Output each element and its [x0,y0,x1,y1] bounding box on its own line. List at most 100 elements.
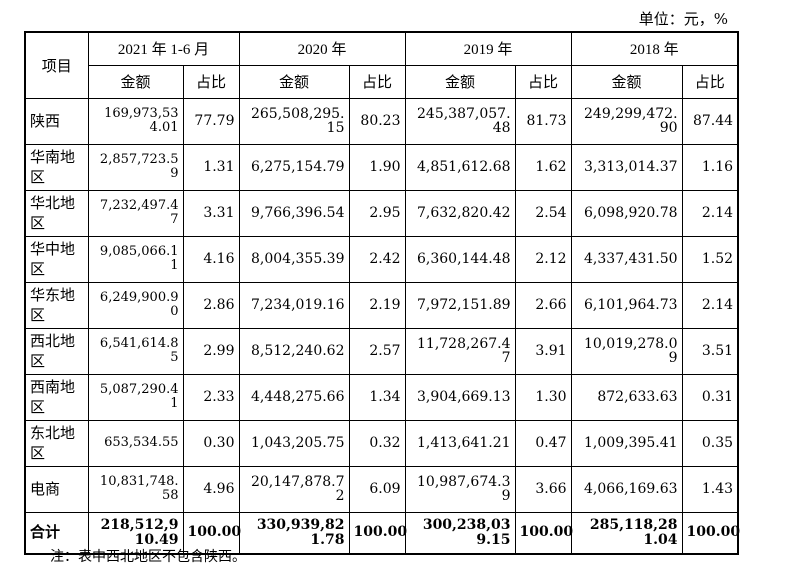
amount-cell: 169,973,534.01 [87,97,184,145]
ratio-cell: 87.44 [681,97,739,145]
ratio-cell: 3.31 [182,189,240,237]
ratio-cell: 81.73 [514,97,572,145]
table-row: 西北地区 6,541,614.85 2.99 8,512,240.62 2.57 11,7… [24,327,739,375]
ratio-cell: 3.51 [681,327,739,375]
amount-cell: 4,448,275.66 [238,373,350,421]
amount-cell: 1,043,205.75 [238,419,350,467]
ratio-cell: 2.42 [348,235,406,283]
amount-cell: 6,101,964.73 [570,281,683,329]
ratio-cell: 77.79 [182,97,240,145]
table-row: 电商 10,831,748.58 4.96 20,147,878.72 6.09 10,9… [24,465,739,513]
amount-cell: 6,360,144.48 [404,235,516,283]
ratio-cell: 2.99 [182,327,240,375]
amount-cell: 4,337,431.50 [570,235,683,283]
amount-cell: 9,085,066.11 [87,235,184,283]
total-ratio-cell: 100.00 [182,511,241,555]
total-label: 合计 [24,511,89,555]
total-amount-cell: 300,238,039.15 [404,511,516,555]
table-note: 注：表中西北地区不包含陕西。 [50,549,246,565]
region-cell: 西南地区 [24,373,89,421]
unit-label: 单位：元，% [638,10,728,28]
region-cell: 华北地区 [24,189,89,237]
ratio-cell: 6.09 [348,465,406,513]
amount-cell: 872,633.63 [570,373,683,421]
total-amount-cell: 218,512,910.49 [87,511,184,555]
header-amount: 金额 [87,64,184,99]
ratio-cell: 2.12 [514,235,572,283]
amount-cell: 245,387,057.48 [404,97,516,145]
amount-cell: 653,534.55 [87,419,184,467]
amount-cell: 5,087,290.41 [87,373,184,421]
header-amount: 金额 [404,64,516,99]
ratio-cell: 1.90 [348,143,406,191]
ratio-cell: 2.14 [681,281,739,329]
ratio-cell: 0.35 [681,419,739,467]
ratio-cell: 4.96 [182,465,240,513]
amount-cell: 7,632,820.42 [404,189,516,237]
table-row: 华北地区 7,232,497.47 3.31 9,766,396.54 2.95 7,63… [24,189,739,237]
header-amount: 金额 [238,64,350,99]
header-ratio: 占比 [348,64,406,99]
ratio-cell: 1.16 [681,143,739,191]
region-cell: 华南地区 [24,143,89,191]
amount-cell: 6,275,154.79 [238,143,350,191]
region-cell: 华东地区 [24,281,89,329]
header-ratio: 占比 [514,64,572,99]
amount-cell: 3,904,669.13 [404,373,516,421]
amount-cell: 10,987,674.39 [404,465,516,513]
ratio-cell: 2.95 [348,189,406,237]
header-period-2018: 2018 年 [570,31,739,66]
ratio-cell: 1.62 [514,143,572,191]
amount-cell: 7,972,151.89 [404,281,516,329]
amount-cell: 265,508,295.15 [238,97,350,145]
header-amount: 金额 [570,64,683,99]
ratio-cell: 1.43 [681,465,739,513]
amount-cell: 8,512,240.62 [238,327,350,375]
ratio-cell: 1.34 [348,373,406,421]
ratio-cell: 2.54 [514,189,572,237]
amount-cell: 10,019,278.09 [570,327,683,375]
table-row: 东北地区 653,534.55 0.30 1,043,205.75 0.32 1,413,… [24,419,739,467]
ratio-cell: 2.19 [348,281,406,329]
region-cell: 华中地区 [24,235,89,283]
amount-cell: 20,147,878.72 [238,465,350,513]
amount-cell: 2,857,723.59 [87,143,184,191]
table-row: 华东地区 6,249,900.90 2.86 7,234,019.16 2.19 7,97… [24,281,739,329]
amount-cell: 249,299,472.90 [570,97,683,145]
ratio-cell: 0.32 [348,419,406,467]
amount-cell: 10,831,748.58 [87,465,184,513]
ratio-cell: 4.16 [182,235,240,283]
ratio-cell: 80.23 [348,97,406,145]
ratio-cell: 0.30 [182,419,240,467]
region-cell: 东北地区 [24,419,89,467]
amount-cell: 7,234,019.16 [238,281,350,329]
ratio-cell: 0.47 [514,419,572,467]
ratio-cell: 2.86 [182,281,240,329]
total-ratio-cell: 100.00 [514,511,573,555]
ratio-cell: 2.33 [182,373,240,421]
amount-cell: 6,098,920.78 [570,189,683,237]
header-ratio: 占比 [681,64,739,99]
total-ratio-cell: 100.00 [348,511,407,555]
amount-cell: 6,541,614.85 [87,327,184,375]
header-item: 项目 [24,31,89,99]
revenue-by-region-table: 项目 2021 年 1-6 月 2020 年 2019 年 2018 年 金额 … [24,31,740,555]
ratio-cell: 1.52 [681,235,739,283]
amount-cell: 1,009,395.41 [570,419,683,467]
amount-cell: 9,766,396.54 [238,189,350,237]
total-amount-cell: 330,939,821.78 [238,511,350,555]
ratio-cell: 1.31 [182,143,240,191]
amount-cell: 7,232,497.47 [87,189,184,237]
ratio-cell: 3.66 [514,465,572,513]
amount-cell: 1,413,641.21 [404,419,516,467]
ratio-cell: 3.91 [514,327,572,375]
header-period-2019: 2019 年 [404,31,572,66]
amount-cell: 4,066,169.63 [570,465,683,513]
header-period-2021h1: 2021 年 1-6 月 [87,31,240,66]
total-row: 合计 218,512,910.49 100.00 330,939,821.78 100.… [24,511,740,555]
header-ratio: 占比 [182,64,240,99]
amount-cell: 8,004,355.39 [238,235,350,283]
table-row: 华南地区 2,857,723.59 1.31 6,275,154.79 1.90 4,85… [24,143,739,191]
ratio-cell: 2.57 [348,327,406,375]
region-cell: 陕西 [24,97,89,145]
